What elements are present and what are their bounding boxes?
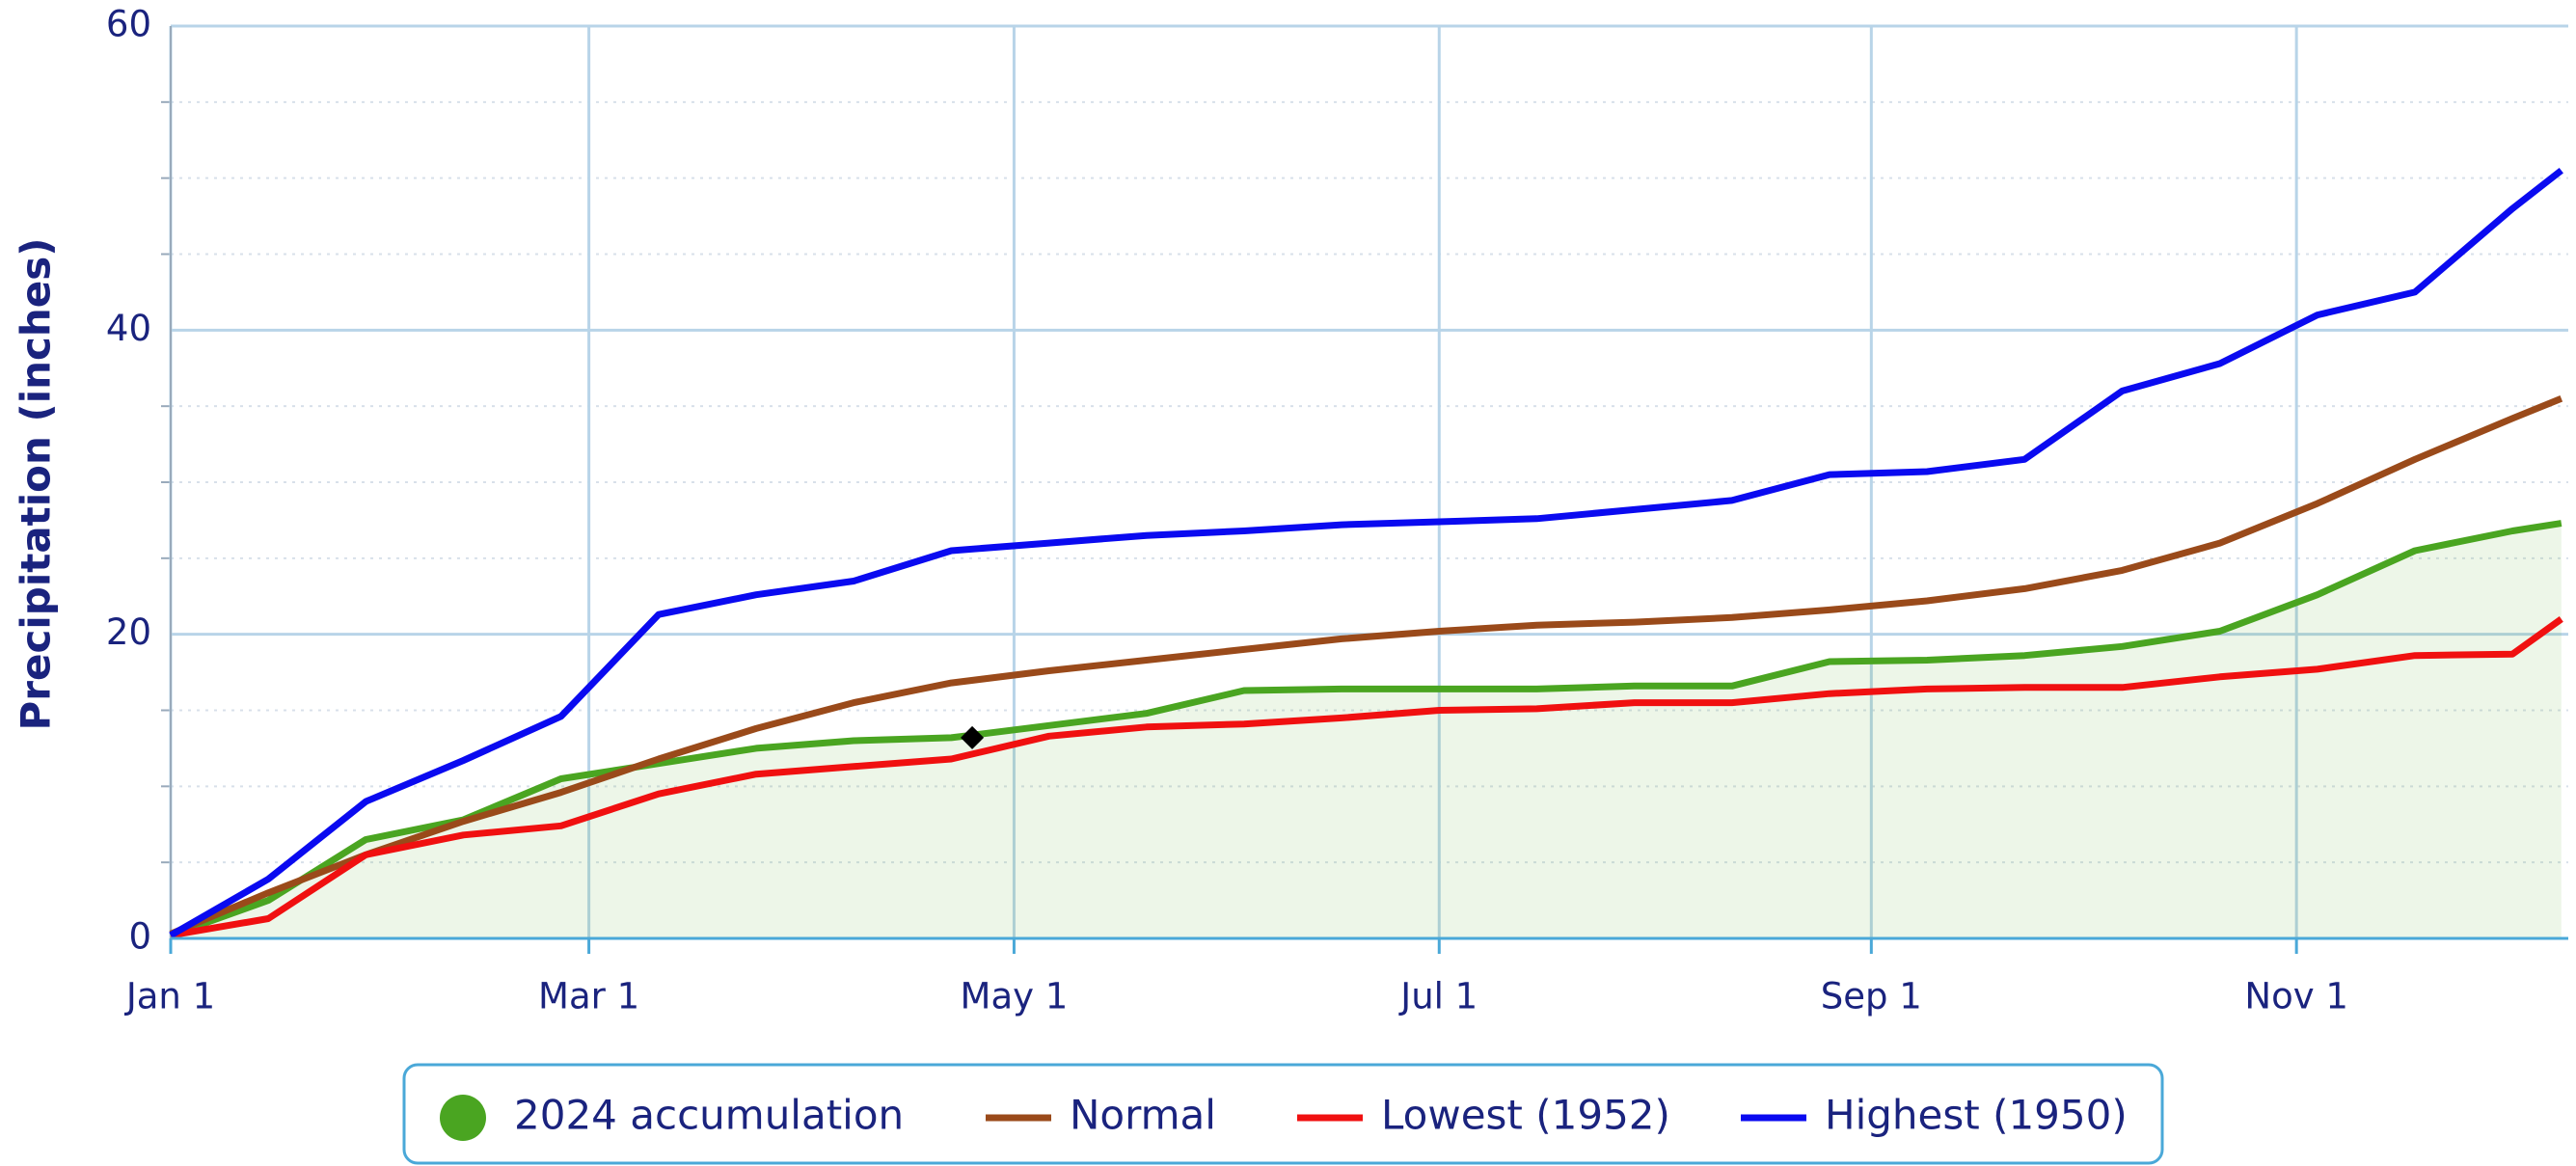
y-tick-label: 40 <box>106 308 151 349</box>
series-line <box>169 520 2562 939</box>
series-line <box>170 616 2563 939</box>
series-line <box>169 395 2563 937</box>
x-tick-label: Mar 1 <box>538 976 639 1017</box>
legend-label: Normal <box>1070 1092 1216 1139</box>
legend-box <box>402 1063 2164 1165</box>
series-line <box>169 168 2563 938</box>
x-tick-label: Jan 1 <box>124 976 215 1017</box>
legend-label: Lowest (1952) <box>1381 1092 1670 1139</box>
legend-symbol <box>440 1095 486 1141</box>
area <box>171 523 2562 938</box>
x-tick-label: Sep 1 <box>1821 976 1922 1017</box>
x-tick-label: Jul 1 <box>1398 976 1478 1017</box>
y-tick-label: 20 <box>106 611 151 653</box>
y-tick-label: 60 <box>106 4 151 45</box>
y-tick-label: 0 <box>128 916 151 958</box>
legend-label: Highest (1950) <box>1825 1092 2128 1139</box>
highlight-marker <box>961 725 985 749</box>
x-tick-label: Nov 1 <box>2244 976 2348 1017</box>
legend-label: 2024 accumulation <box>514 1092 904 1139</box>
x-tick-label: May 1 <box>961 976 1069 1017</box>
y-axis-title: Precipitation (inches) <box>13 238 60 731</box>
